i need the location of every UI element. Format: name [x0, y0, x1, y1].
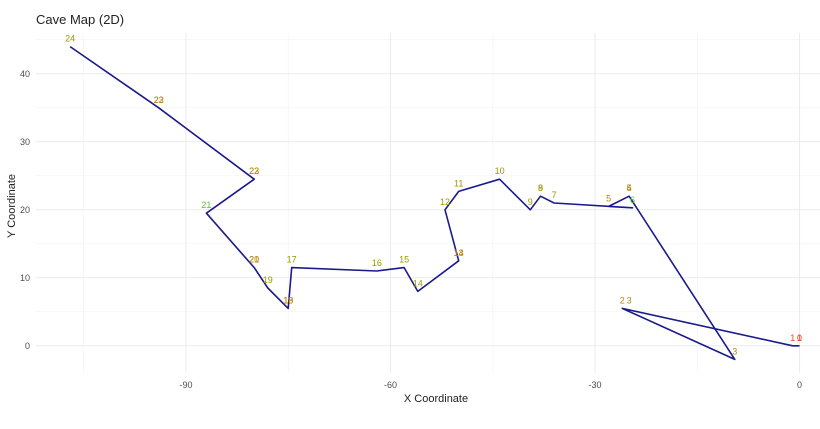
cave-path-line	[69, 45, 800, 361]
point-label-16: 16	[372, 258, 382, 268]
point-label-14: 14	[413, 278, 423, 288]
point-label-23: 23	[154, 95, 164, 105]
point-label-21: 21	[249, 255, 259, 265]
point-label-0: 0	[797, 333, 802, 343]
y-tick-label: 0	[25, 341, 30, 351]
point-label-24: 24	[65, 34, 75, 44]
point-label-4: 4	[627, 183, 632, 193]
point-label-9: 9	[528, 197, 533, 207]
x-tick-label: 0	[797, 380, 802, 390]
y-tick-label: 30	[20, 137, 30, 147]
y-tick-label: 10	[20, 273, 30, 283]
point-label-6: 6	[630, 195, 635, 205]
x-axis-title: X Coordinate	[404, 393, 468, 405]
point-label-13: 13	[454, 248, 464, 258]
point-label-5: 5	[606, 193, 611, 203]
point-label-14: 14	[454, 248, 464, 258]
point-label-3: 3	[732, 346, 737, 356]
point-label-8: 8	[538, 183, 543, 193]
grid-major	[36, 33, 820, 373]
x-tick-label: -60	[384, 380, 397, 390]
point-label-5: 5	[627, 183, 632, 193]
y-axis-title: Y Coordinate	[6, 174, 18, 238]
point-label-19: 19	[263, 275, 273, 285]
y-tick-label: 40	[20, 69, 30, 79]
point-label-23: 23	[249, 166, 259, 176]
point-label-21: 21	[201, 200, 211, 210]
point-label-17: 17	[287, 255, 297, 265]
point-label-18: 18	[283, 295, 293, 305]
point-label-3: 3	[627, 295, 632, 305]
point-label-20: 20	[249, 255, 259, 265]
point-label-19: 19	[283, 295, 293, 305]
point-label-1: 1	[790, 333, 795, 343]
point-label-10: 10	[495, 166, 505, 176]
x-tick-label: -30	[589, 380, 602, 390]
point-label-22: 22	[154, 95, 164, 105]
y-tick-label: 20	[20, 205, 30, 215]
cave-path-layer	[69, 45, 800, 361]
x-tick-label: -90	[179, 380, 192, 390]
chart-title: Cave Map (2D)	[36, 12, 124, 27]
point-label-11: 11	[454, 178, 463, 188]
grid-minor	[36, 33, 820, 373]
point-label-2: 2	[620, 295, 625, 305]
point-label-22: 22	[249, 166, 259, 176]
point-label-1: 1	[797, 333, 802, 343]
point-label-9: 9	[538, 183, 543, 193]
point-label-15: 15	[399, 255, 409, 265]
point-label-7: 7	[552, 190, 557, 200]
point-label-12: 12	[440, 197, 450, 207]
